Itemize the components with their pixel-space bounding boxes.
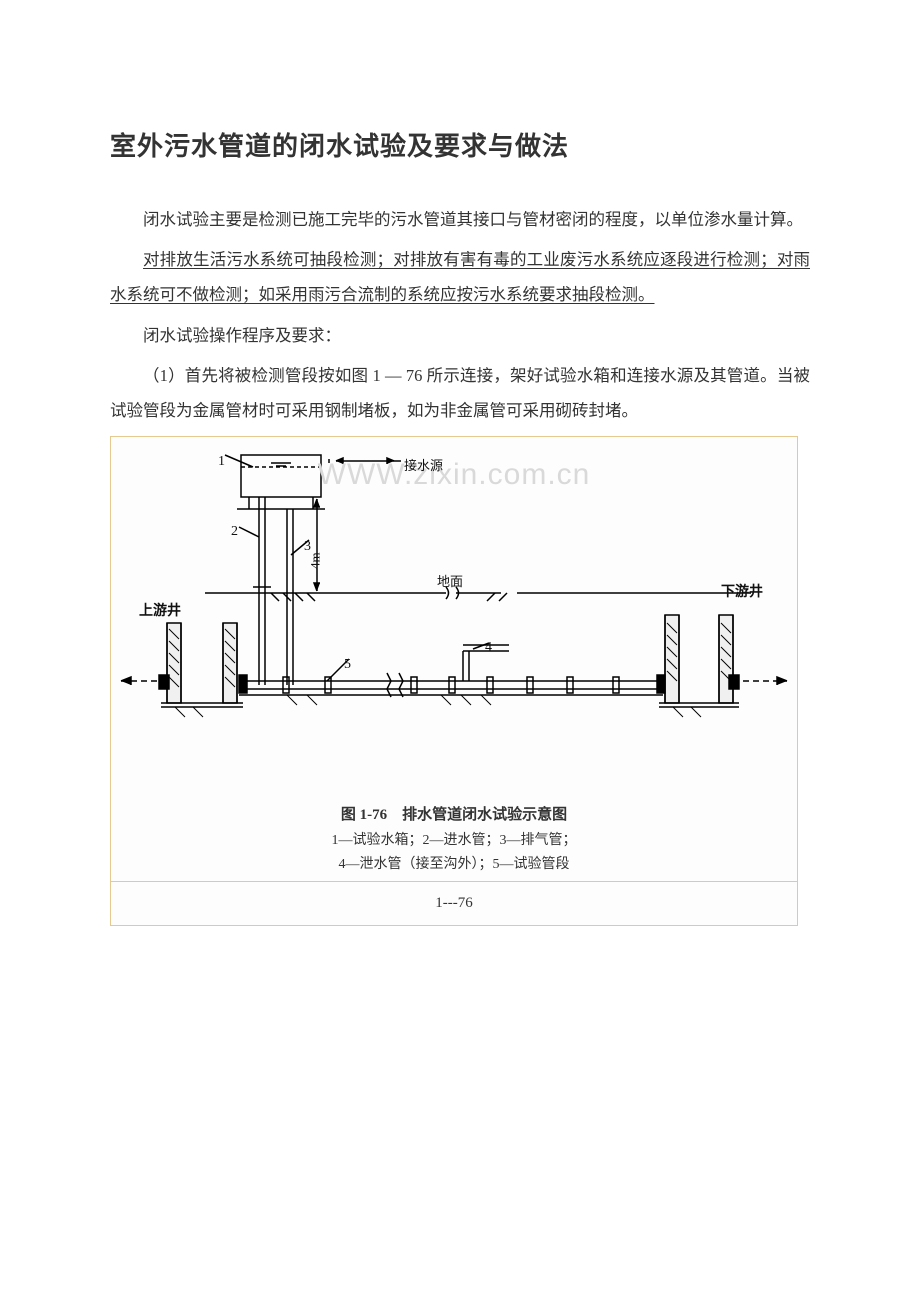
legend-num-1: 1 (218, 447, 225, 476)
label-water-source: 接水源 (404, 452, 443, 479)
legend-num-3: 3 (304, 532, 311, 561)
paragraph-procedure-head: 闭水试验操作程序及要求： (110, 319, 810, 354)
figure-caption-title: 图 1-76 排水管道闭水试验示意图 (111, 803, 797, 829)
figure-number: 1---76 (435, 895, 473, 911)
legend-num-2: 2 (231, 517, 238, 546)
figure-diagram: WWW.zixin.com.cn 接水源 地面 上游井 下游井 4m 1 2 3… (111, 437, 797, 797)
paragraph-step-1: （1）首先将被检测管段按如图 1 — 76 所示连接，架好试验水箱和连接水源及其… (110, 359, 810, 428)
label-upstream-well: 上游井 (139, 597, 181, 626)
paragraph-intro: 闭水试验主要是检测已施工完毕的污水管道其接口与管材密闭的程度，以单位渗水量计算。 (110, 203, 810, 238)
figure-legend-line-1: 1—试验水箱；2—进水管；3—排气管； (111, 829, 797, 853)
page-title: 室外污水管道的闭水试验及要求与做法 (110, 120, 810, 175)
figure-1-76: WWW.zixin.com.cn 接水源 地面 上游井 下游井 4m 1 2 3… (110, 436, 798, 926)
figure-caption: 图 1-76 排水管道闭水试验示意图 1—试验水箱；2—进水管；3—排气管； 4… (111, 797, 797, 880)
legend-num-4: 4 (485, 633, 492, 662)
diagram-svg (111, 437, 799, 797)
legend-num-5: 5 (344, 650, 351, 679)
label-downstream-well: 下游井 (721, 578, 763, 607)
label-ground: 地面 (437, 568, 463, 595)
document-page: 室外污水管道的闭水试验及要求与做法 闭水试验主要是检测已施工完毕的污水管道其接口… (0, 0, 920, 986)
paragraph-scope: 对排放生活污水系统可抽段检测；对排放有害有毒的工业废污水系统应逐段进行检测；对雨… (110, 243, 810, 312)
figure-legend-line-2: 4—泄水管（接至沟外）；5—试验管段 (111, 853, 797, 877)
underlined-text: 对排放生活污水系统可抽段检测；对排放有害有毒的工业废污水系统应逐段进行检测；对雨… (110, 250, 810, 304)
figure-footer: 1---76 (111, 881, 797, 926)
